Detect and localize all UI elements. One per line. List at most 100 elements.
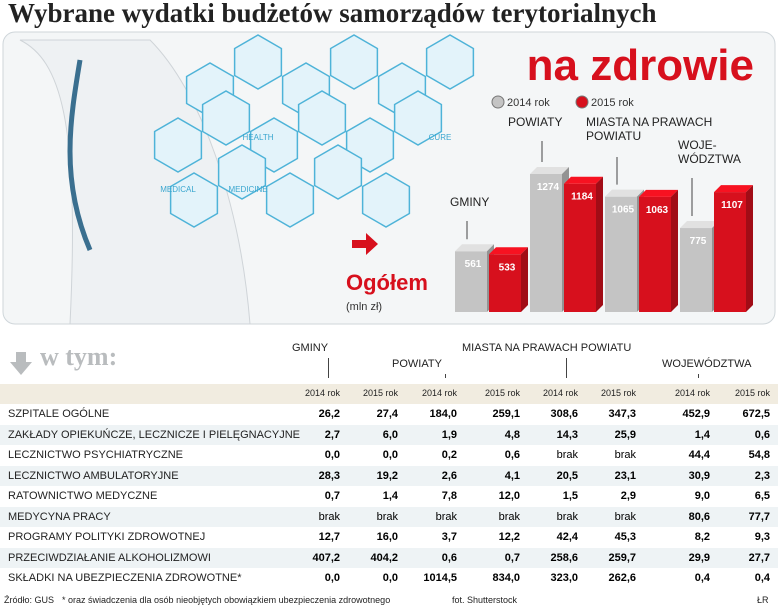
cell: 80,6 bbox=[688, 510, 710, 523]
unit: (mln zł) bbox=[346, 301, 382, 313]
cell: 404,2 bbox=[370, 551, 398, 564]
cell: 259,1 bbox=[492, 408, 520, 420]
hexagon bbox=[153, 117, 203, 173]
cell: 347,3 bbox=[608, 408, 636, 420]
cell: 26,2 bbox=[318, 408, 340, 420]
bar-front bbox=[680, 228, 712, 312]
cell: 258,6 bbox=[550, 551, 578, 564]
cell: brak bbox=[318, 510, 340, 523]
hex-label: MEDICINE bbox=[228, 185, 267, 194]
cell: brak bbox=[498, 510, 520, 523]
cell: 12,7 bbox=[318, 531, 340, 543]
hex-label: MEDICAL bbox=[160, 185, 196, 194]
column-label: 2015 rok bbox=[362, 388, 398, 398]
bar bbox=[489, 247, 528, 312]
column-label: 2015 rok bbox=[600, 388, 636, 398]
table-caption: w tym: bbox=[40, 342, 118, 371]
bar-top bbox=[489, 247, 528, 255]
category-label: GMINY bbox=[450, 195, 490, 209]
column-label: 2015 rok bbox=[734, 388, 770, 398]
cell: 0,0 bbox=[382, 572, 398, 584]
cell: 28,3 bbox=[318, 469, 340, 482]
row-label: MEDYCYNA PRACY bbox=[8, 510, 111, 523]
table-row: SZPITALE OGÓLNE 26,2 27,4 184,0 259,1 308,6 34… bbox=[0, 404, 778, 424]
cell: 452,9 bbox=[682, 408, 710, 420]
cell: 184,0 bbox=[429, 408, 457, 420]
cell: 323,0 bbox=[550, 572, 578, 584]
cell: brak bbox=[556, 449, 578, 461]
bar bbox=[564, 176, 603, 312]
table-row: LECZNICTWO PSYCHIATRYCZNE 0,0 0,0 0,2 0,6 bra… bbox=[0, 445, 778, 465]
cell: 30,9 bbox=[688, 469, 710, 482]
category-label: WOJE- WÓDZTWA bbox=[678, 138, 741, 166]
legend-label: 2015 rok bbox=[591, 97, 634, 109]
value-label: 1184 bbox=[571, 192, 593, 203]
value-label: 1063 bbox=[646, 205, 669, 216]
cell: 0,2 bbox=[441, 449, 457, 461]
cell: 9,3 bbox=[754, 531, 770, 543]
bar-front bbox=[489, 254, 521, 312]
group-label: MIASTA NA PRAWACH POWIATU bbox=[462, 342, 632, 354]
category-label: POWIATY bbox=[508, 115, 563, 129]
cell: brak bbox=[435, 510, 457, 523]
header-row: 2014 rok 2015 rok 2014 rok 2015 rok 2014 rok… bbox=[0, 384, 778, 404]
cell: 9,0 bbox=[694, 490, 710, 502]
cell: 1,4 bbox=[694, 428, 710, 441]
cell: 2,9 bbox=[620, 490, 636, 502]
bar-top bbox=[680, 221, 719, 229]
cell: 0,6 bbox=[504, 449, 520, 461]
group-tick bbox=[328, 358, 329, 378]
column-label: 2014 rok bbox=[674, 388, 710, 398]
cell: 259,7 bbox=[608, 551, 636, 564]
value-label: 1274 bbox=[537, 182, 560, 193]
hexagon bbox=[329, 34, 379, 90]
table-row: RATOWNICTWO MEDYCZNE 0,7 1,4 7,8 12,0 1,5 2,9 9… bbox=[0, 486, 778, 506]
cell: 19,2 bbox=[376, 469, 398, 482]
footer-note: * oraz świadczenia dla osób nieobjętych … bbox=[62, 595, 391, 605]
value-label: 1107 bbox=[721, 200, 743, 211]
bar-front bbox=[455, 251, 487, 312]
footer-author: ŁR bbox=[757, 595, 769, 605]
cell: 0,7 bbox=[324, 490, 340, 502]
bar-top bbox=[714, 185, 753, 193]
cell: 6,0 bbox=[382, 428, 398, 441]
row-label: ZAKŁADY OPIEKUŃCZE, LECZNICZE I PIELĘGNA… bbox=[8, 428, 300, 441]
arrow-shape bbox=[10, 352, 32, 375]
bar-front bbox=[530, 174, 562, 312]
bar-front bbox=[605, 196, 637, 312]
cell: 54,8 bbox=[748, 449, 770, 461]
cell: 0,4 bbox=[694, 572, 710, 584]
row-label: LECZNICTWO PSYCHIATRYCZNE bbox=[8, 449, 183, 461]
chart-title: na zdrowie bbox=[527, 41, 754, 90]
hexagon bbox=[361, 172, 411, 228]
cell: 16,0 bbox=[376, 531, 398, 543]
group-label: POWIATY bbox=[392, 358, 442, 370]
table-row: MEDYCYNA PRACY brak brak brak brak brak brak 80… bbox=[0, 506, 778, 527]
chart: HEALTH CURE MEDICAL MEDICINE na zdrowie 2014 … bbox=[2, 31, 776, 325]
bar-top bbox=[455, 244, 494, 252]
table-row: LECZNICTWO AMBULATORYJNE 28,3 19,2 2,6 4,1 20… bbox=[0, 465, 778, 486]
cell: brak bbox=[614, 510, 636, 523]
cell: 8,2 bbox=[694, 531, 710, 543]
value-label: 533 bbox=[499, 262, 516, 273]
value-label: 1065 bbox=[612, 205, 635, 216]
cell: 23,1 bbox=[614, 469, 636, 482]
stethoscope bbox=[67, 59, 93, 251]
hexagon bbox=[297, 90, 347, 146]
legend-swatch bbox=[575, 95, 589, 109]
hexagon bbox=[217, 144, 267, 200]
bar-front bbox=[714, 192, 746, 312]
cell: 0,6 bbox=[754, 428, 770, 441]
down-arrow bbox=[10, 352, 32, 375]
bar-top bbox=[530, 167, 569, 174]
hexagon bbox=[201, 90, 251, 146]
bar bbox=[455, 244, 494, 312]
table-row: PROGRAMY POLITYKI ZDROWOTNEJ 12,7 16,0 3,7 1… bbox=[0, 527, 778, 547]
bar-top bbox=[605, 189, 644, 197]
cell: 407,2 bbox=[312, 551, 340, 564]
row-label: PROGRAMY POLITYKI ZDROWOTNEJ bbox=[8, 531, 206, 543]
cell: 834,0 bbox=[492, 572, 520, 584]
bar-side bbox=[746, 185, 753, 312]
cell: 308,6 bbox=[550, 408, 578, 420]
